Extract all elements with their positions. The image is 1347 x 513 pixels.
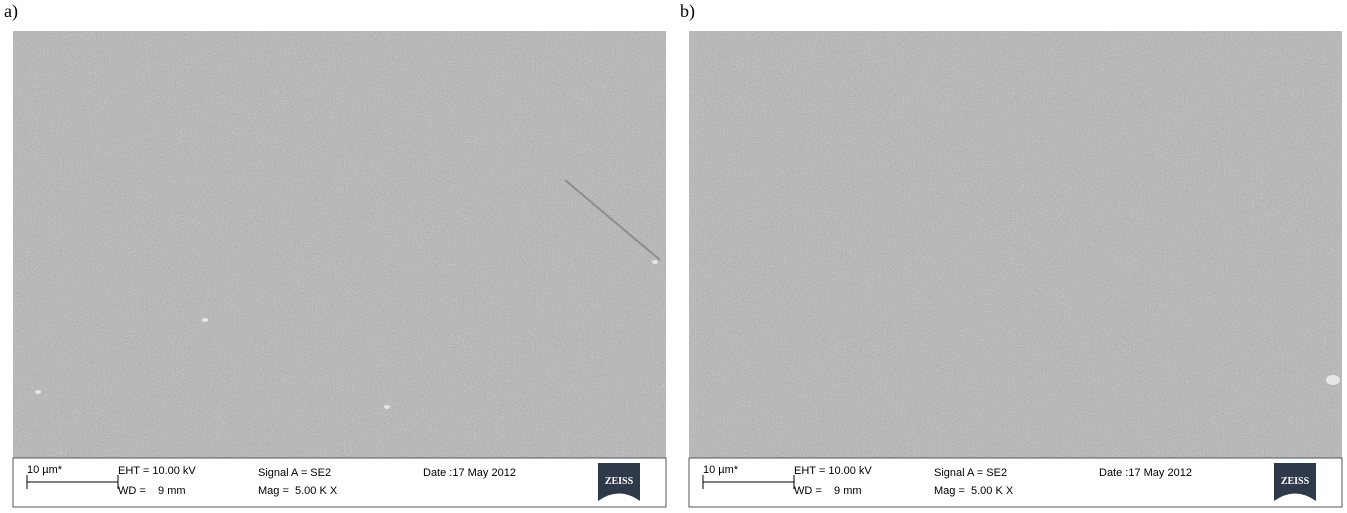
particle bbox=[35, 390, 41, 394]
figure: a) 10 µm* EHT = 10.00 kV WD = 9 mm Signal A … bbox=[0, 0, 1347, 513]
logo: ZEISS bbox=[605, 476, 634, 487]
mag: Mag = 5.00 K X bbox=[934, 485, 1014, 497]
wd: WD = 9 mm bbox=[794, 485, 862, 497]
eht: EHT = 10.00 kV bbox=[118, 465, 196, 477]
date: Date :17 May 2012 bbox=[423, 467, 516, 479]
signal: Signal A = SE2 bbox=[934, 467, 1007, 479]
particle bbox=[652, 260, 658, 264]
sem-image bbox=[689, 31, 1342, 458]
particle bbox=[1326, 375, 1340, 385]
sem-image bbox=[13, 31, 666, 458]
mag: Mag = 5.00 K X bbox=[258, 485, 338, 497]
logo: ZEISS bbox=[1281, 476, 1310, 487]
eht: EHT = 10.00 kV bbox=[794, 465, 872, 477]
signal: Signal A = SE2 bbox=[258, 467, 331, 479]
panel-label: b) bbox=[680, 1, 695, 22]
wd: WD = 9 mm bbox=[118, 485, 186, 497]
particle bbox=[384, 405, 390, 409]
scale-bar-label: 10 µm* bbox=[703, 464, 739, 476]
particle bbox=[202, 318, 208, 322]
date: Date :17 May 2012 bbox=[1099, 467, 1192, 479]
panel-label: a) bbox=[4, 1, 18, 22]
scale-bar-label: 10 µm* bbox=[27, 464, 63, 476]
